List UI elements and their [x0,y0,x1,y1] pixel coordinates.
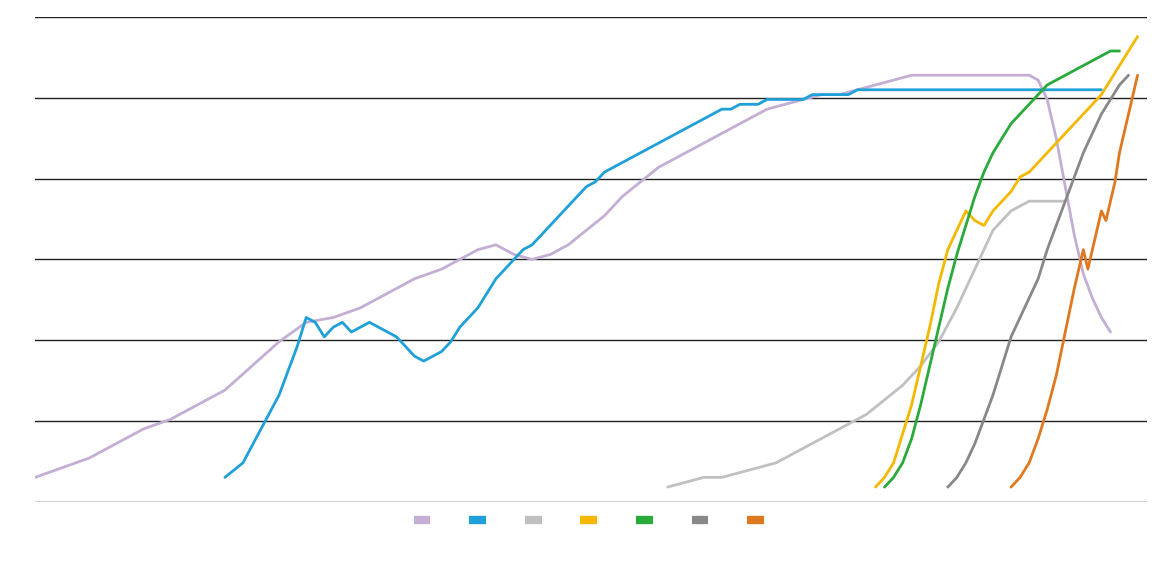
Legend: , , , , , , : , , , , , , [408,508,773,534]
